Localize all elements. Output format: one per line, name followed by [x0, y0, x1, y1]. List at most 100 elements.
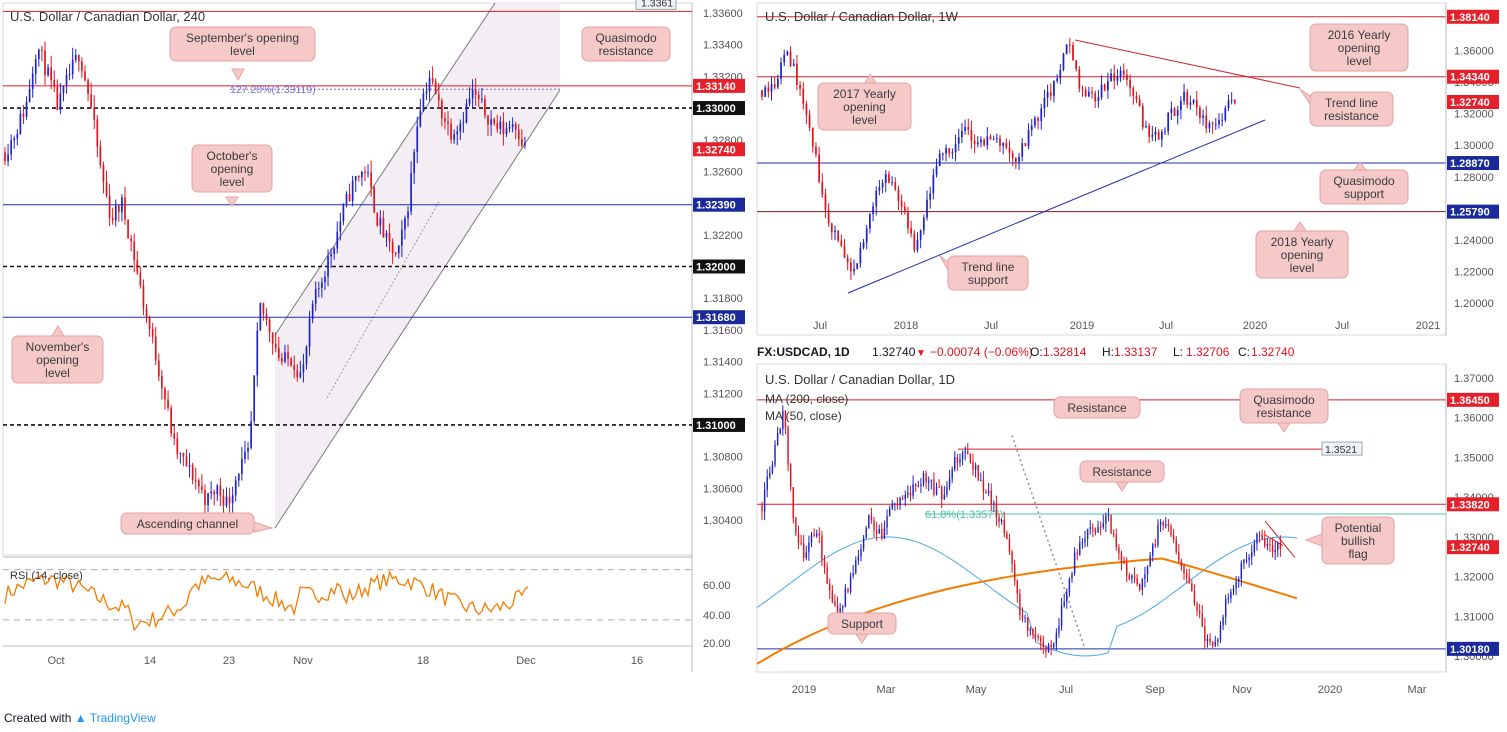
- d1-candle: [792, 487, 794, 518]
- rsi-line: [4, 569, 529, 632]
- h4-candle: [367, 172, 369, 174]
- h4-candle: [407, 211, 409, 219]
- d1-candle: [1222, 617, 1224, 626]
- note-1d-resistance-top-text: Resistance: [1067, 401, 1127, 415]
- h4-candle: [477, 95, 480, 100]
- d1-candle: [795, 517, 797, 534]
- h4-candle: [173, 433, 176, 439]
- note-1d-resistance-top-box: [1053, 396, 1141, 419]
- d1-candle: [844, 588, 847, 607]
- price-tick-1w-2: 1.32000: [1454, 109, 1494, 121]
- d1-candle: [1000, 520, 1003, 522]
- ma50-line: [756, 536, 1298, 657]
- h4-candle: [354, 176, 357, 181]
- x-tick-1w-4: Jul: [1159, 320, 1173, 332]
- d1-candle: [821, 535, 823, 560]
- d1-candle: [1198, 611, 1201, 614]
- d1-candle: [1115, 534, 1117, 548]
- d1-candle: [1232, 588, 1235, 592]
- w1-candle: [964, 126, 966, 132]
- price-tick-1w-6: 1.24000: [1454, 235, 1494, 247]
- d1-candle: [875, 530, 878, 534]
- d1-candle: [766, 476, 768, 490]
- price-tick-1w-0: 1.36000: [1454, 46, 1494, 58]
- h4-candle: [382, 218, 385, 238]
- w1-candle: [805, 103, 808, 115]
- h4-candle: [493, 119, 496, 124]
- d1-candle: [967, 451, 969, 454]
- d1-candle: [1047, 644, 1050, 652]
- d1-candle: [823, 559, 826, 568]
- h4-candle: [77, 55, 80, 62]
- h4-candle: [317, 287, 320, 289]
- d1-candle: [941, 487, 943, 500]
- h4-candle: [142, 285, 145, 308]
- h4-candle: [237, 474, 240, 481]
- panel-1d-header-o: 1.32814: [1043, 345, 1087, 359]
- h4-candle: [182, 452, 185, 457]
- w1-candle: [1132, 88, 1135, 96]
- h4-candle: [228, 496, 231, 504]
- d1-candle: [896, 503, 899, 506]
- note-1w-2018-text: 2018 Yearly opening level: [1271, 235, 1334, 275]
- note-4h-november-pointer: [51, 325, 65, 337]
- note-1w-2017-text: 2017 Yearly opening level: [833, 87, 896, 127]
- note-1w-2016-box: [1309, 23, 1409, 72]
- price-tick-1d-1: 1.36000: [1454, 413, 1494, 425]
- w1-candle: [1214, 124, 1217, 126]
- w1-candle: [1065, 44, 1068, 55]
- d1-candle: [1175, 539, 1177, 553]
- h4-candle: [431, 78, 434, 82]
- rsi-tick-2: 20.00: [703, 638, 731, 650]
- h4-candle: [161, 376, 163, 389]
- w1-candle: [980, 139, 982, 143]
- h4-candle: [216, 485, 219, 495]
- h4-candle: [357, 176, 360, 178]
- d1-candle: [891, 503, 893, 509]
- d1-candle: [1237, 579, 1240, 582]
- h4-candle: [99, 146, 102, 165]
- w1-candle: [1094, 93, 1097, 102]
- footer-brand[interactable]: TradingView: [89, 711, 156, 725]
- h4-candle: [68, 74, 71, 76]
- d1-candle: [1021, 615, 1024, 619]
- note-1w-quasimodo-pointer: [1353, 161, 1367, 171]
- tag-1w-0-bg: [1447, 9, 1499, 24]
- w1-candle: [922, 217, 925, 231]
- h4-candle: [262, 302, 265, 315]
- h4-candle: [16, 133, 19, 139]
- panel-1d-header-l_label: L:: [1173, 345, 1183, 359]
- d1-candle: [1060, 605, 1063, 626]
- w1-candle: [1151, 134, 1154, 137]
- tag-1d-0: 1.36450: [1450, 395, 1490, 407]
- h4-candle: [428, 78, 431, 92]
- h4-candle: [4, 152, 6, 162]
- w1-candle: [792, 63, 795, 66]
- tag-1d-2: 1.32740: [1450, 542, 1490, 554]
- d1-candle: [1214, 641, 1216, 646]
- w1-candle: [1195, 100, 1198, 108]
- w1-candle: [849, 262, 852, 272]
- h4-candle: [364, 171, 366, 174]
- tradingview-logo-icon[interactable]: ▲: [74, 711, 87, 725]
- tag-4h-0: 1.3361: [641, 0, 673, 9]
- d1-candle: [899, 497, 901, 506]
- d1-candle: [1248, 557, 1250, 560]
- h4-candle: [133, 241, 136, 261]
- x-tick-4h-0: Oct: [47, 655, 64, 667]
- price-tick-4h-10: 1.31600: [703, 325, 743, 337]
- d1-candle: [961, 452, 964, 459]
- h4-candle: [397, 245, 400, 254]
- h4-candle: [170, 407, 172, 434]
- d1-candle: [1209, 638, 1211, 643]
- ma50-label: MA (50, close): [765, 409, 842, 423]
- w1-candle: [821, 181, 824, 195]
- tag-1d-1-bg: [1447, 497, 1499, 512]
- w1-candle: [1227, 100, 1230, 108]
- d1-candle: [1125, 562, 1128, 576]
- d1-candle: [951, 469, 953, 479]
- d1-candle: [1102, 523, 1104, 528]
- w1-candle: [824, 194, 827, 210]
- w1-candle: [1034, 118, 1036, 126]
- d1-candle: [1131, 575, 1133, 579]
